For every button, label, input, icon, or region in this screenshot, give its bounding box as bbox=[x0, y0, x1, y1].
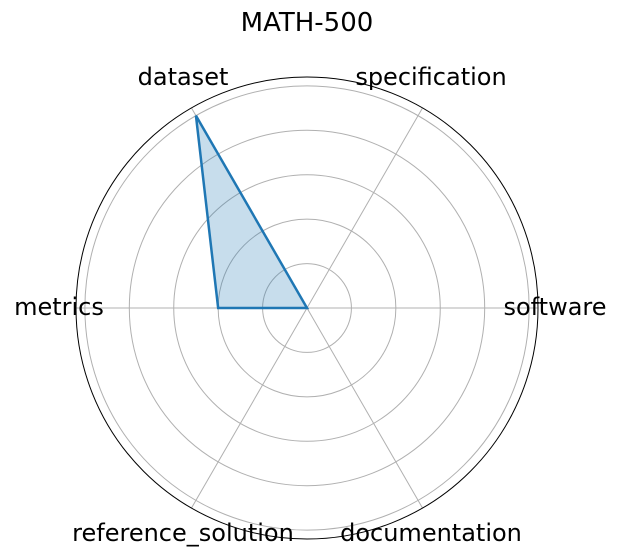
axis-label-metrics: metrics bbox=[14, 293, 104, 321]
axis-label-software: software bbox=[503, 293, 606, 321]
series-line-1 bbox=[194, 115, 310, 310]
axis-label-dataset: dataset bbox=[138, 63, 229, 91]
spoke-reference_solution bbox=[191, 307, 308, 509]
spoke-documentation bbox=[306, 307, 423, 509]
spoke-specification bbox=[306, 107, 423, 309]
series-layer bbox=[194, 115, 310, 310]
axis-label-specification: specification bbox=[355, 63, 506, 91]
axis-label-layer: software specification dataset metrics refer… bbox=[14, 63, 606, 547]
axis-label-documentation: documentation bbox=[340, 519, 522, 547]
grid-layer bbox=[75, 76, 539, 540]
axis-label-reference-solution: reference_solution bbox=[72, 519, 294, 547]
polar-frame bbox=[75, 76, 539, 540]
chart-title: MATH-500 bbox=[241, 8, 374, 38]
